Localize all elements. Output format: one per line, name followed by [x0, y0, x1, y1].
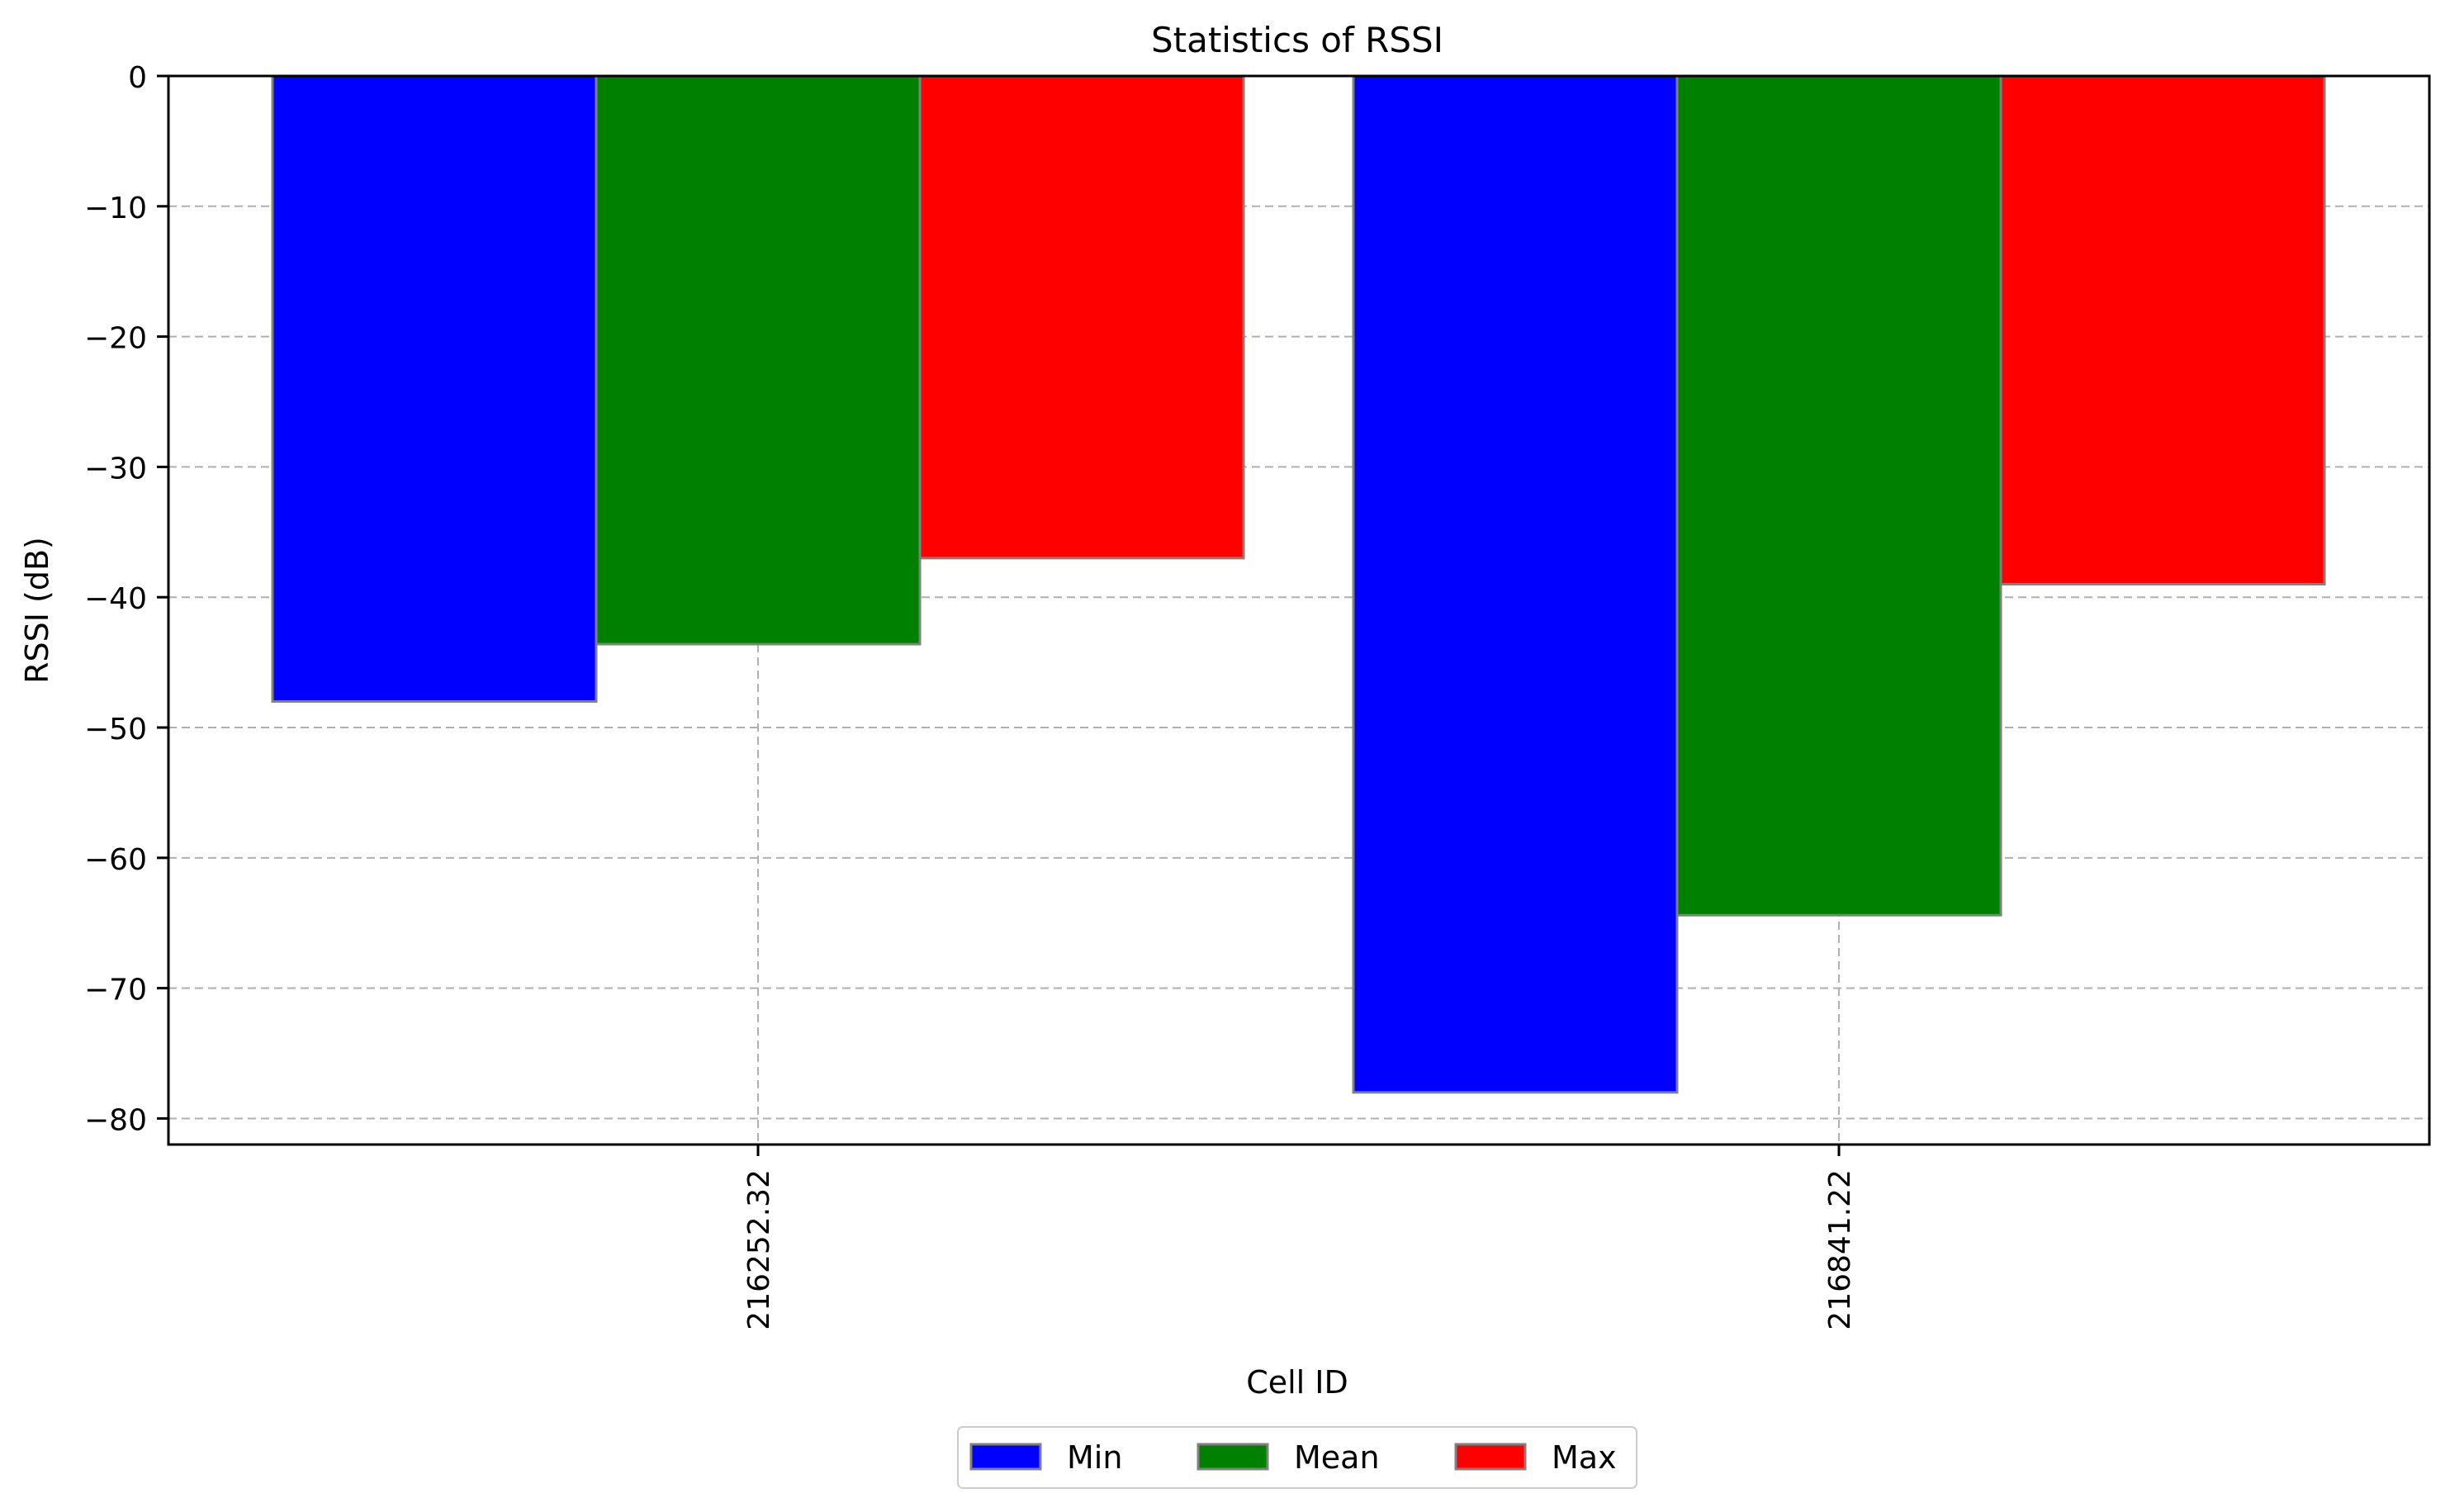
y-tick-label: −70 [84, 974, 147, 1007]
x-tick-label: 216252.32 [742, 1169, 776, 1330]
y-tick-label: 0 [128, 61, 147, 95]
bar-max-0 [918, 74, 1245, 560]
legend: Min Mean Max [957, 1426, 1637, 1489]
x-tick-label: 216841.22 [1823, 1169, 1857, 1330]
y-axis: 0 −10 −20 −30 −40 −50 −60 −70 −80 [84, 61, 168, 1137]
y-tick-label: −60 [84, 843, 147, 877]
legend-label-mean: Mean [1294, 1439, 1380, 1476]
y-tick-label: −40 [84, 582, 147, 616]
bar-max-1 [1999, 74, 2326, 585]
x-axis-label: Cell ID [1246, 1364, 1348, 1401]
y-tick-label: −30 [84, 452, 147, 486]
y-tick-label: −80 [84, 1103, 147, 1137]
bar-mean-0 [595, 74, 922, 646]
y-axis-label: RSSI (dB) [19, 537, 55, 684]
x-axis: 216252.32 216841.22 [742, 1145, 1857, 1330]
y-tick-label: −20 [84, 322, 147, 356]
legend-swatch-max [1454, 1443, 1527, 1471]
plot-frame [167, 74, 2431, 1146]
bar-min-0 [271, 74, 598, 703]
y-tick-label: −50 [84, 713, 147, 747]
legend-label-max: Max [1552, 1439, 1617, 1476]
legend-swatch-min [969, 1443, 1042, 1471]
bar-min-1 [1352, 74, 1679, 1094]
y-tick-label: −10 [84, 192, 147, 225]
legend-swatch-mean [1197, 1443, 1269, 1471]
legend-box [957, 1426, 1637, 1489]
chart-title: Statistics of RSSI [1151, 20, 1443, 60]
bars [271, 74, 2326, 1094]
bar-mean-1 [1675, 74, 2002, 917]
legend-label-min: Min [1067, 1439, 1122, 1476]
